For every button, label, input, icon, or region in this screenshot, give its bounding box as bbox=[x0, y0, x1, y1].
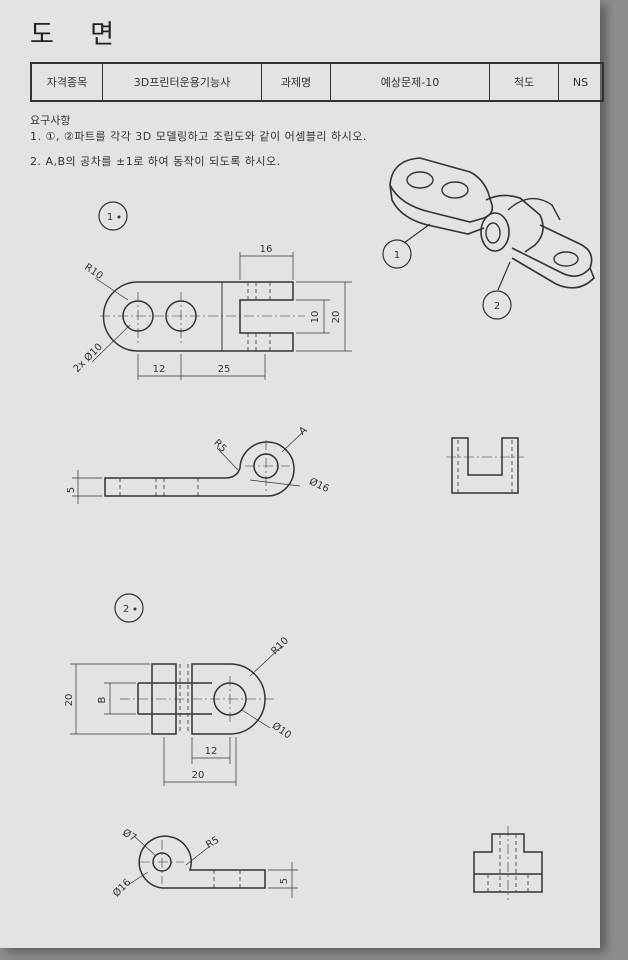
p1-dim-10: 10 bbox=[310, 311, 321, 324]
p2-radius-r10: R10 bbox=[269, 635, 291, 657]
task-label: 과제명 bbox=[261, 62, 331, 102]
drawing-sheet bbox=[0, 0, 600, 948]
p2-dim-20-height: 20 bbox=[64, 694, 75, 707]
p1-radius-r10: R10 bbox=[82, 262, 104, 282]
p2-diameter-d10: Ø10 bbox=[270, 720, 294, 742]
p2-label-b: B bbox=[97, 696, 108, 703]
part1-label-circle bbox=[98, 201, 128, 231]
task-value: 예상문제-10 bbox=[330, 62, 490, 102]
p2-side-thickness-5: 5 bbox=[279, 878, 290, 884]
p1-side-d16: Ø16 bbox=[307, 475, 331, 495]
requirement-2: 2. A,B의 공차를 ±1로 하여 동작이 되도록 하시오. bbox=[30, 155, 281, 168]
part2-label-text: 2 bbox=[123, 604, 129, 615]
requirements-title: 요구사항 bbox=[30, 114, 71, 127]
callout-2-text: 2 bbox=[494, 301, 500, 312]
p1-side-r5: R5 bbox=[211, 438, 228, 455]
part1-side-view bbox=[104, 441, 295, 497]
p1-side-thickness-5: 5 bbox=[66, 487, 77, 493]
callout-1-circle bbox=[382, 239, 412, 269]
p1-dim-16: 16 bbox=[260, 244, 273, 255]
part2-front-view bbox=[473, 833, 543, 893]
callout-2-circle bbox=[482, 290, 512, 320]
part2-label-circle bbox=[114, 593, 144, 623]
p1-holes-2x-d10: 2x Ø10 bbox=[71, 341, 105, 375]
requirement-1: 1. ①, ②파트를 각각 3D 모델링하고 조립도와 같이 어셈블리 하시오. bbox=[30, 130, 367, 143]
part1-label-text: 1 bbox=[107, 212, 113, 223]
p1-dim-20: 20 bbox=[331, 311, 342, 324]
p2-side-d16: Ø16 bbox=[110, 876, 133, 899]
assembly-view bbox=[389, 157, 595, 291]
scale-value: NS bbox=[558, 62, 604, 102]
p1-dim-12: 12 bbox=[153, 364, 166, 375]
part1-top-view bbox=[102, 281, 294, 352]
part1-front-view bbox=[451, 437, 519, 494]
p1-dim-25: 25 bbox=[218, 364, 231, 375]
callout-1-text: 1 bbox=[394, 250, 400, 261]
page-title: 도 면 bbox=[30, 20, 129, 50]
p2-dim-20-width: 20 bbox=[192, 770, 205, 781]
p2-dim-12: 12 bbox=[205, 746, 218, 757]
info-table: 자격종목 3D프린터운용기능사 과제명 예상문제-10 척도 NS bbox=[30, 62, 604, 102]
p2-side-d7: Ø7 bbox=[120, 827, 138, 845]
qualification-label: 자격종목 bbox=[30, 62, 103, 102]
scale-label: 척도 bbox=[489, 62, 559, 102]
